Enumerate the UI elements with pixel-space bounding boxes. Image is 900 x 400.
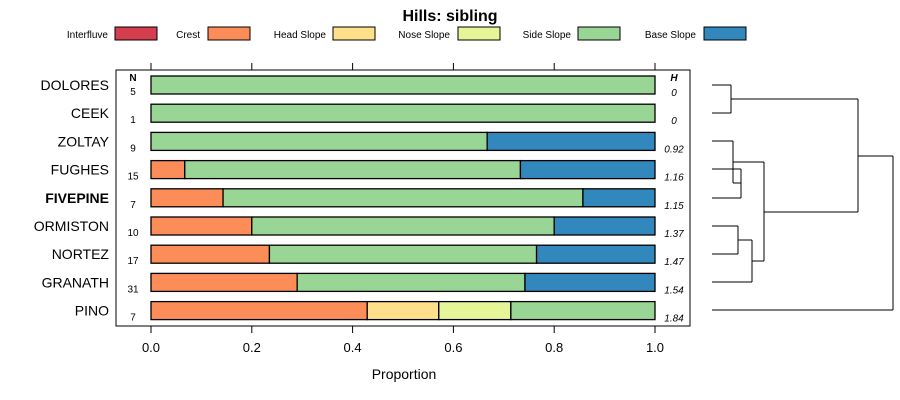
bar-segment-crest — [150, 216, 253, 236]
bar-segment-side-slope — [222, 188, 584, 208]
bar-segment-side-slope — [510, 300, 656, 321]
legend-swatch-head-slope — [332, 26, 376, 41]
bar-segment-base-slope — [524, 272, 656, 293]
bar-row-fivepine: FIVEPINE 7 1.15 — [45, 188, 684, 212]
row-n-value: 1 — [130, 115, 136, 126]
row-label: ZOLTAY — [58, 133, 110, 149]
legend-label-base-slope: Base Slope — [645, 30, 697, 41]
legend-swatch-crest — [207, 26, 251, 41]
plot-frame — [115, 69, 691, 327]
bar-row-ormiston: ORMISTON 10 1.37 — [34, 216, 684, 240]
row-label: ORMISTON — [34, 218, 109, 234]
x-tick-label: 0.6 — [444, 340, 462, 355]
bar-segment-crest — [150, 188, 224, 208]
bar-row-pino: PINO 7 1.84 — [75, 300, 684, 325]
row-n-value: 9 — [130, 143, 136, 154]
bar-row-fughes: FUGHES 15 1.16 — [51, 159, 684, 184]
bar-row-ceek: CEEK 1 0 — [71, 103, 677, 127]
row-label: GRANATH — [42, 274, 109, 290]
row-h-value: 1.37 — [664, 229, 684, 240]
legend: Interfluve Crest Head Slope Nose Slope Side … — [67, 26, 747, 41]
x-axis: 0.0 0.2 0.4 0.6 0.8 1.0 — [142, 63, 664, 355]
x-tick-label: 0.4 — [344, 340, 362, 355]
bar-row-dolores: DOLORES 5 0 — [41, 75, 677, 99]
bar-row-nortez: NORTEZ 17 1.47 — [52, 244, 684, 268]
row-h-value: 0.92 — [664, 144, 684, 155]
row-h-value: 1.15 — [664, 201, 684, 212]
bar-segment-side-slope — [150, 75, 656, 95]
bar-segment-side-slope — [150, 131, 488, 152]
bar-segment-side-slope — [296, 272, 526, 293]
row-n-value: 5 — [130, 87, 136, 98]
x-tick-label: 0.0 — [142, 340, 160, 355]
row-h-value: 0 — [671, 88, 677, 99]
dendrogram — [712, 84, 894, 311]
row-label: FUGHES — [51, 162, 109, 178]
bar-segment-base-slope — [519, 159, 656, 180]
legend-swatch-base-slope — [703, 26, 747, 41]
n-column-header: N — [129, 73, 136, 84]
bar-segment-nose-slope — [438, 300, 512, 321]
row-h-value: 1.54 — [664, 285, 684, 296]
legend-swatch-nose-slope — [457, 26, 501, 41]
row-n-value: 7 — [130, 313, 136, 324]
bar-row-zoltay: ZOLTAY 9 0.92 — [58, 131, 684, 155]
legend-swatch-interfluve — [114, 26, 158, 41]
bar-segment-side-slope — [150, 103, 656, 123]
row-h-value: 1.47 — [664, 257, 684, 268]
row-n-value: 15 — [127, 172, 139, 183]
chart-title: Hills: sibling — [402, 8, 497, 25]
bar-segment-base-slope — [582, 188, 656, 208]
bar-segment-base-slope — [553, 216, 656, 236]
legend-label-side-slope: Side Slope — [523, 30, 572, 41]
bar-row-granath: GRANATH 31 1.54 — [42, 272, 684, 296]
bar-segment-crest — [150, 159, 186, 180]
legend-label-crest: Crest — [176, 30, 200, 41]
legend-label-head-slope: Head Slope — [274, 30, 327, 41]
bar-segment-head-slope — [366, 300, 440, 321]
row-label: NORTEZ — [52, 246, 110, 262]
bar-segment-base-slope — [486, 131, 656, 152]
x-tick-label: 0.8 — [545, 340, 563, 355]
row-n-value: 10 — [127, 228, 139, 239]
x-tick-label: 0.2 — [243, 340, 261, 355]
legend-label-nose-slope: Nose Slope — [398, 30, 450, 41]
row-h-value: 0 — [671, 116, 677, 127]
bar-segment-side-slope — [184, 159, 522, 180]
row-label: DOLORES — [41, 77, 109, 93]
row-label: CEEK — [71, 105, 110, 121]
bar-segment-side-slope — [251, 216, 555, 236]
x-axis-label: Proportion — [372, 366, 437, 382]
bar-segment-crest — [150, 300, 368, 321]
row-n-value: 17 — [127, 256, 139, 267]
row-label: FIVEPINE — [45, 190, 109, 206]
legend-label-interfluve: Interfluve — [67, 30, 109, 41]
bar-segment-base-slope — [535, 244, 656, 264]
row-label: PINO — [75, 303, 109, 319]
bar-segment-crest — [150, 244, 271, 264]
bar-segment-crest — [150, 272, 298, 293]
x-tick-label: 1.0 — [646, 340, 664, 355]
row-h-value: 1.84 — [664, 314, 684, 325]
legend-swatch-side-slope — [577, 26, 621, 41]
bar-segment-side-slope — [268, 244, 538, 264]
row-h-value: 1.16 — [664, 173, 684, 184]
h-column-header: H — [670, 73, 678, 84]
row-n-value: 31 — [127, 284, 139, 295]
row-n-value: 7 — [130, 200, 136, 211]
